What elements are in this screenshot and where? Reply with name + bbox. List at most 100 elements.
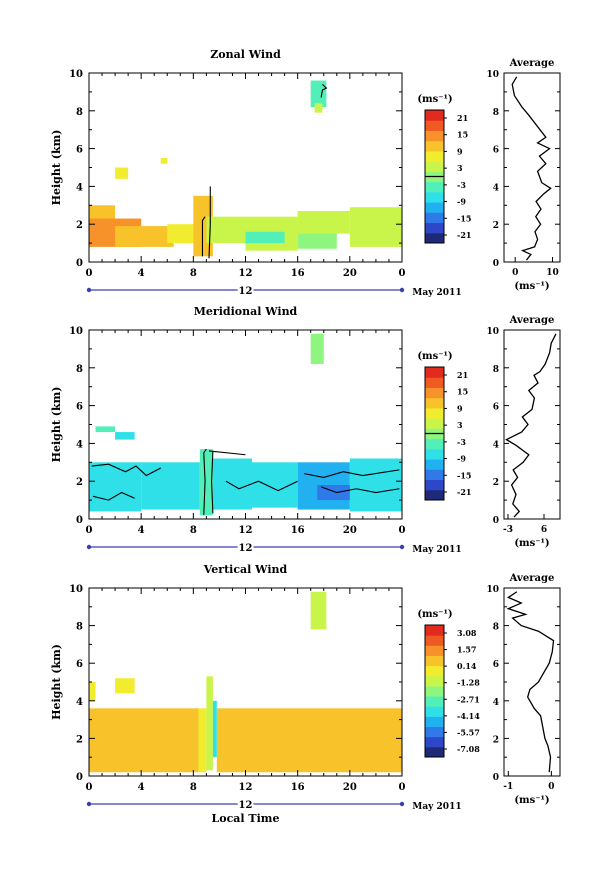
colorbar-tick-label: 9 [457, 403, 463, 413]
y-axis-label: Height (km) [50, 130, 63, 206]
date-label: May 2011 [412, 288, 461, 298]
average-y-tick-label: 4 [493, 698, 499, 708]
contour-line [225, 480, 298, 492]
colorbar-swatch [425, 110, 444, 121]
colorbar-swatch [425, 696, 444, 707]
heatmap-cell [206, 676, 213, 771]
average-x-tick-label: 0 [548, 782, 554, 792]
contour-line [208, 186, 211, 259]
day-range-end-marker [399, 544, 405, 550]
colorbar-tick-label: -9 [457, 197, 466, 207]
day-label: 12 [239, 286, 253, 297]
contour-line [304, 469, 400, 478]
y-tick-label: 2 [76, 734, 83, 745]
day-range-start-marker [86, 544, 92, 550]
day-label: 12 [239, 800, 253, 811]
heatmap-cell [310, 591, 327, 630]
x-tick-label: 0 [86, 782, 93, 793]
average-y-tick-label: 8 [493, 623, 499, 633]
contour-line [320, 486, 400, 494]
x-tick-label: 0 [399, 525, 406, 536]
day-range-start-marker [86, 801, 92, 807]
colorbar-swatch [425, 120, 444, 131]
colorbar-swatch [425, 459, 444, 470]
colorbar-swatch [425, 140, 444, 152]
heatmap-cell [198, 708, 207, 773]
x-tick-label: 16 [291, 525, 305, 536]
colorbar-swatch [425, 726, 444, 738]
colorbar-tick-label: 0.14 [457, 661, 477, 671]
y-tick-label: 6 [76, 145, 83, 156]
heatmap-cell [89, 462, 142, 512]
colorbar-swatch [425, 130, 444, 142]
x-tick-label: 8 [190, 268, 197, 279]
x-tick-label: 0 [399, 782, 406, 793]
colorbar-swatch [425, 685, 444, 697]
average-y-tick-label: 0 [493, 259, 499, 269]
y-tick-label: 10 [69, 584, 83, 595]
panel-title: Zonal Wind [210, 48, 281, 61]
colorbar-swatch [425, 397, 444, 409]
x-tick-label: 16 [291, 268, 305, 279]
colorbar-tick-label: -15 [457, 470, 471, 480]
heatmap-cell [199, 449, 213, 516]
day-range-end-marker [399, 801, 405, 807]
colorbar-swatch [425, 675, 444, 687]
average-y-tick-label: 8 [493, 108, 499, 118]
y-tick-label: 0 [76, 258, 83, 269]
average-y-tick-label: 6 [493, 660, 499, 670]
heatmap-cell [115, 678, 135, 694]
heatmap-cell [349, 207, 402, 247]
average-profile-line [505, 333, 557, 518]
colorbar-swatch [425, 418, 444, 429]
y-axis-label: Height (km) [50, 387, 63, 463]
average-x-tick-label: 0 [512, 268, 518, 278]
x-tick-label: 8 [190, 782, 197, 793]
heatmap-cell [212, 700, 217, 758]
y-tick-label: 8 [76, 107, 83, 118]
colorbar-tick-label: 3 [457, 420, 463, 430]
average-y-tick-label: 10 [486, 327, 499, 337]
contour-line [203, 448, 207, 516]
colorbar-tick-label: -3 [457, 180, 466, 190]
colorbar-tick-label: 3.08 [457, 628, 477, 638]
colorbar-tick-label: -5.57 [457, 727, 480, 737]
colorbar-tick-label: -4.14 [457, 711, 480, 721]
colorbar-swatch [425, 706, 444, 717]
heatmap-cell [245, 231, 285, 244]
x-tick-label: 0 [399, 268, 406, 279]
colorbar-swatch [425, 736, 444, 748]
day-label: 12 [239, 543, 253, 554]
y-tick-label: 2 [76, 477, 83, 488]
colorbar-swatch [425, 191, 444, 203]
panel-title: Vertical Wind [203, 563, 288, 576]
day-range-start-marker [86, 287, 92, 293]
heatmap-cell [310, 333, 324, 365]
panel-title: Meridional Wind [194, 305, 298, 318]
colorbar-tick-label: 21 [457, 370, 468, 380]
average-y-tick-label: 6 [493, 403, 499, 413]
heatmap-cell [167, 224, 200, 244]
colorbar-tick-label: -21 [457, 487, 471, 497]
average-y-tick-label: 10 [486, 70, 499, 80]
colorbar-swatch [425, 438, 444, 450]
colorbar-tick-label: -2.71 [457, 694, 480, 704]
colorbar-swatch [425, 150, 444, 162]
x-tick-label: 8 [190, 525, 197, 536]
y-tick-label: 8 [76, 622, 83, 633]
colorbar-swatch [425, 665, 444, 677]
date-label: May 2011 [412, 802, 461, 812]
x-tick-label: 12 [239, 782, 253, 793]
contour-line [92, 491, 135, 501]
average-y-tick-label: 10 [486, 585, 499, 595]
heatmap-cell [206, 216, 246, 244]
colorbar-tick-label: 3 [457, 163, 463, 173]
colorbar-tick-label: -9 [457, 454, 466, 464]
colorbar-swatch [425, 655, 444, 667]
y-axis-label: Height (km) [50, 644, 63, 720]
heatmap-cell [89, 708, 199, 773]
average-y-tick-label: 6 [493, 146, 499, 156]
x-tick-label: 4 [138, 525, 145, 536]
average-x-tick-label: 10 [546, 268, 559, 278]
colorbar-swatch [425, 407, 444, 419]
